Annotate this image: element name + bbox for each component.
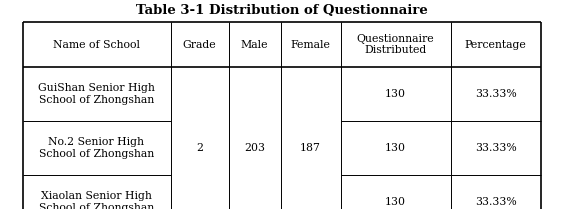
Text: 33.33%: 33.33% xyxy=(475,143,516,153)
Text: 130: 130 xyxy=(385,197,406,207)
Text: Female: Female xyxy=(291,40,330,50)
Text: Table 3-1 Distribution of Questionnaire: Table 3-1 Distribution of Questionnaire xyxy=(136,5,427,18)
Text: 130: 130 xyxy=(385,89,406,99)
Text: Grade: Grade xyxy=(182,40,216,50)
Text: Male: Male xyxy=(241,40,268,50)
Text: Xiaolan Senior High
School of Zhongshan: Xiaolan Senior High School of Zhongshan xyxy=(39,191,154,209)
Text: Percentage: Percentage xyxy=(464,40,526,50)
Text: 2: 2 xyxy=(196,143,203,153)
Text: Name of School: Name of School xyxy=(53,40,140,50)
Text: GuiShan Senior High
School of Zhongshan: GuiShan Senior High School of Zhongshan xyxy=(38,83,155,105)
Text: No.2 Senior High
School of Zhongshan: No.2 Senior High School of Zhongshan xyxy=(39,137,154,159)
Text: 33.33%: 33.33% xyxy=(475,197,516,207)
Text: 187: 187 xyxy=(300,143,321,153)
Text: 33.33%: 33.33% xyxy=(475,89,516,99)
Text: 130: 130 xyxy=(385,143,406,153)
Text: Questionnaire
Distributed: Questionnaire Distributed xyxy=(357,34,434,55)
Text: 203: 203 xyxy=(244,143,265,153)
